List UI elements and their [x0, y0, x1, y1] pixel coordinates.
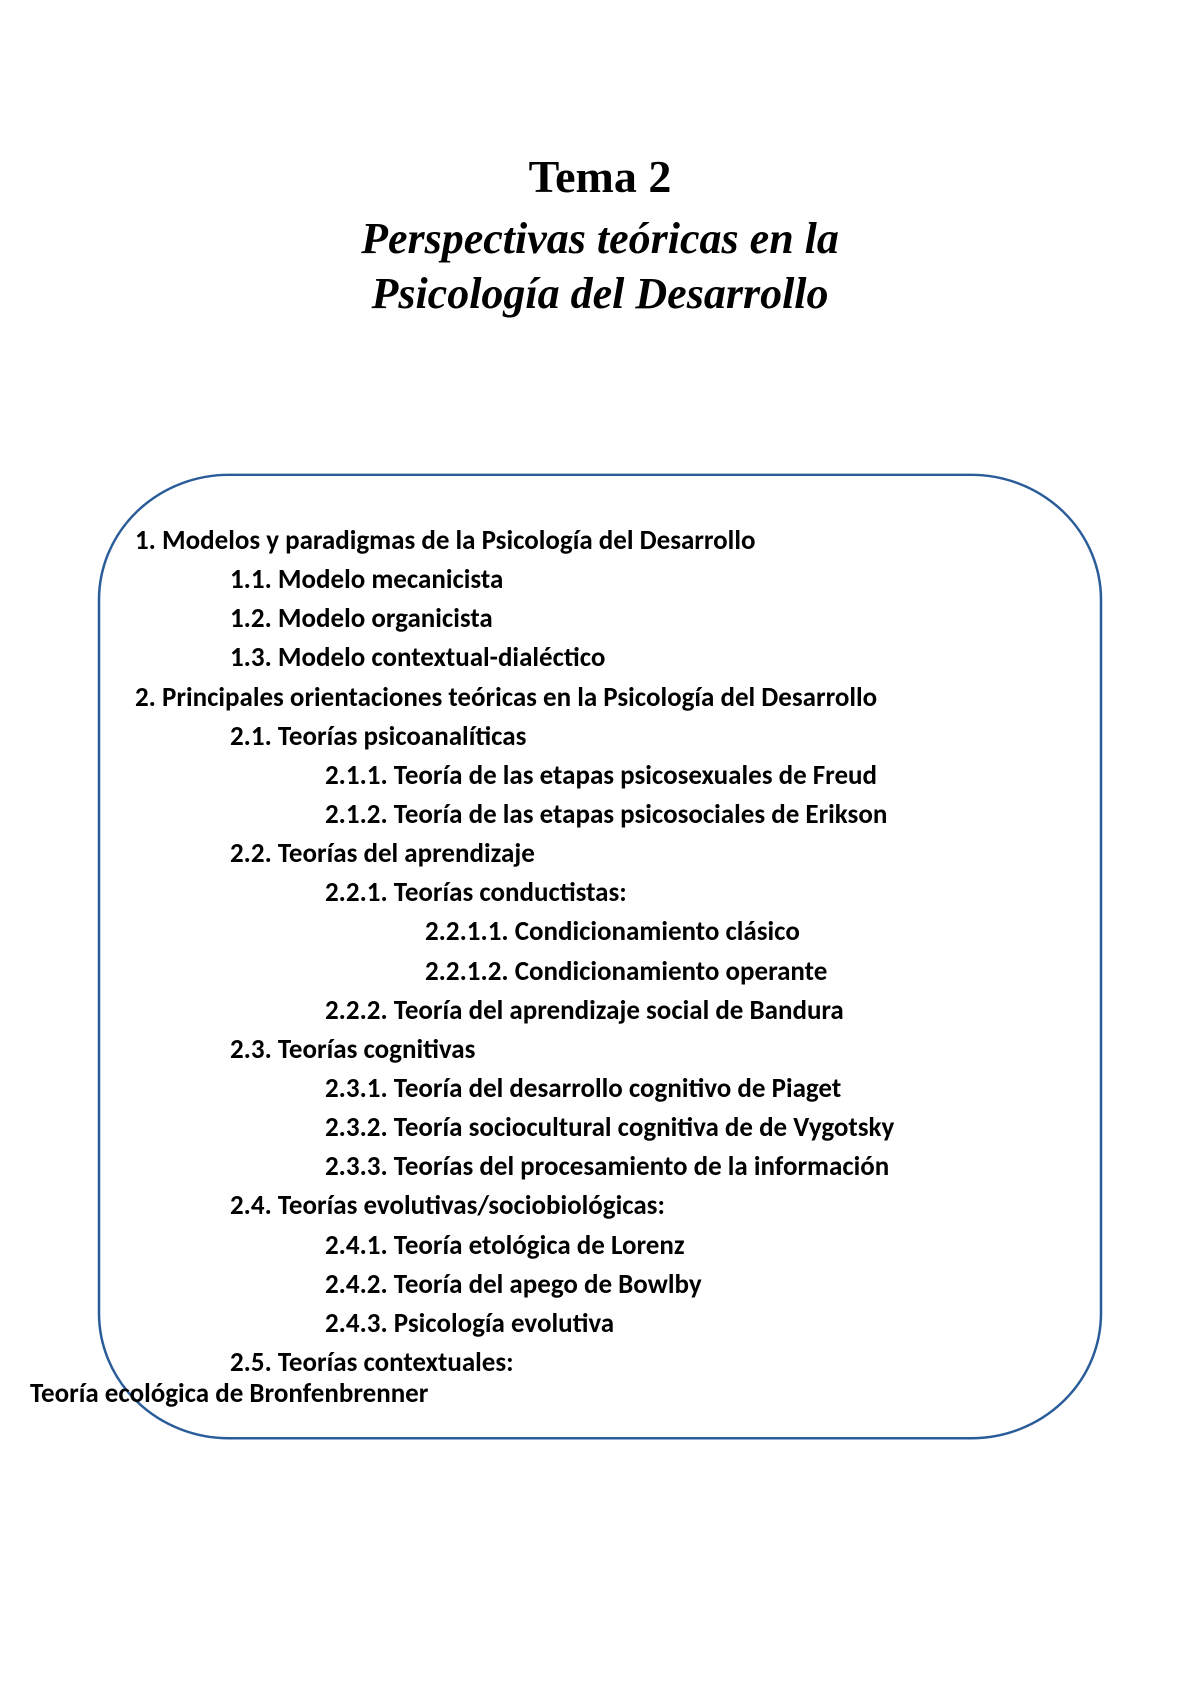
title-block: Tema 2 Perspectivas teóricas en la Psico…: [0, 0, 1200, 381]
outline-item: 2.2.1. Teorías conductistas:: [325, 873, 1065, 912]
outline-item: 2.2.1.1. Condicionamiento clásico: [425, 912, 1065, 951]
outline-item: 2.1.2. Teoría de las etapas psicosociale…: [325, 795, 1065, 834]
outline-wrapper: 1. Modelos y paradigmas de la Psicología…: [95, 471, 1105, 1442]
outline-item: 2.4.1. Teoría etológica de Lorenz: [325, 1226, 1065, 1265]
outline-item: 2.2.1.2. Condicionamiento operante: [425, 952, 1065, 991]
outline-item: 1.1. Modelo mecanicista: [230, 560, 1065, 599]
outline-item: 1.2. Modelo organicista: [230, 599, 1065, 638]
outline-item: 1. Modelos y paradigmas de la Psicología…: [135, 521, 1065, 560]
outline-item: 2.4.2. Teoría del apego de Bowlby: [325, 1265, 1065, 1304]
outline-item: 2.3.3. Teorías del procesamiento de la i…: [325, 1147, 1065, 1186]
outline-item: 2.3.1. Teoría del desarrollo cognitivo d…: [325, 1069, 1065, 1108]
outline-item: 1.3. Modelo contextual-dialéctico: [230, 638, 1065, 677]
outline-item: 2.1.1. Teoría de las etapas psicosexuale…: [325, 756, 1065, 795]
outline-item: 2.3. Teorías cognitivas: [230, 1030, 1065, 1069]
title-subtitle-line1: Perspectivas teóricas en la: [0, 211, 1200, 266]
outline-item: 2.4. Teorías evolutivas/sociobiológicas:: [230, 1186, 1065, 1225]
overflow-line: Teoría ecológica de Bronfenbrenner: [30, 1377, 428, 1410]
outline-item: 2.3.2. Teoría sociocultural cognitiva de…: [325, 1108, 1065, 1147]
outline-content: 1. Modelos y paradigmas de la Psicología…: [135, 521, 1065, 1382]
outline-item: 2.4.3. Psicología evolutiva: [325, 1304, 1065, 1343]
outline-item: 2.2.2. Teoría del aprendizaje social de …: [325, 991, 1065, 1030]
outline-item: 2.1. Teorías psicoanalíticas: [230, 717, 1065, 756]
outline-item: 2. Principales orientaciones teóricas en…: [135, 678, 1065, 717]
title-main: Tema 2: [0, 150, 1200, 203]
outline-item: 2.2. Teorías del aprendizaje: [230, 834, 1065, 873]
title-subtitle-line2: Psicología del Desarrollo: [0, 266, 1200, 321]
